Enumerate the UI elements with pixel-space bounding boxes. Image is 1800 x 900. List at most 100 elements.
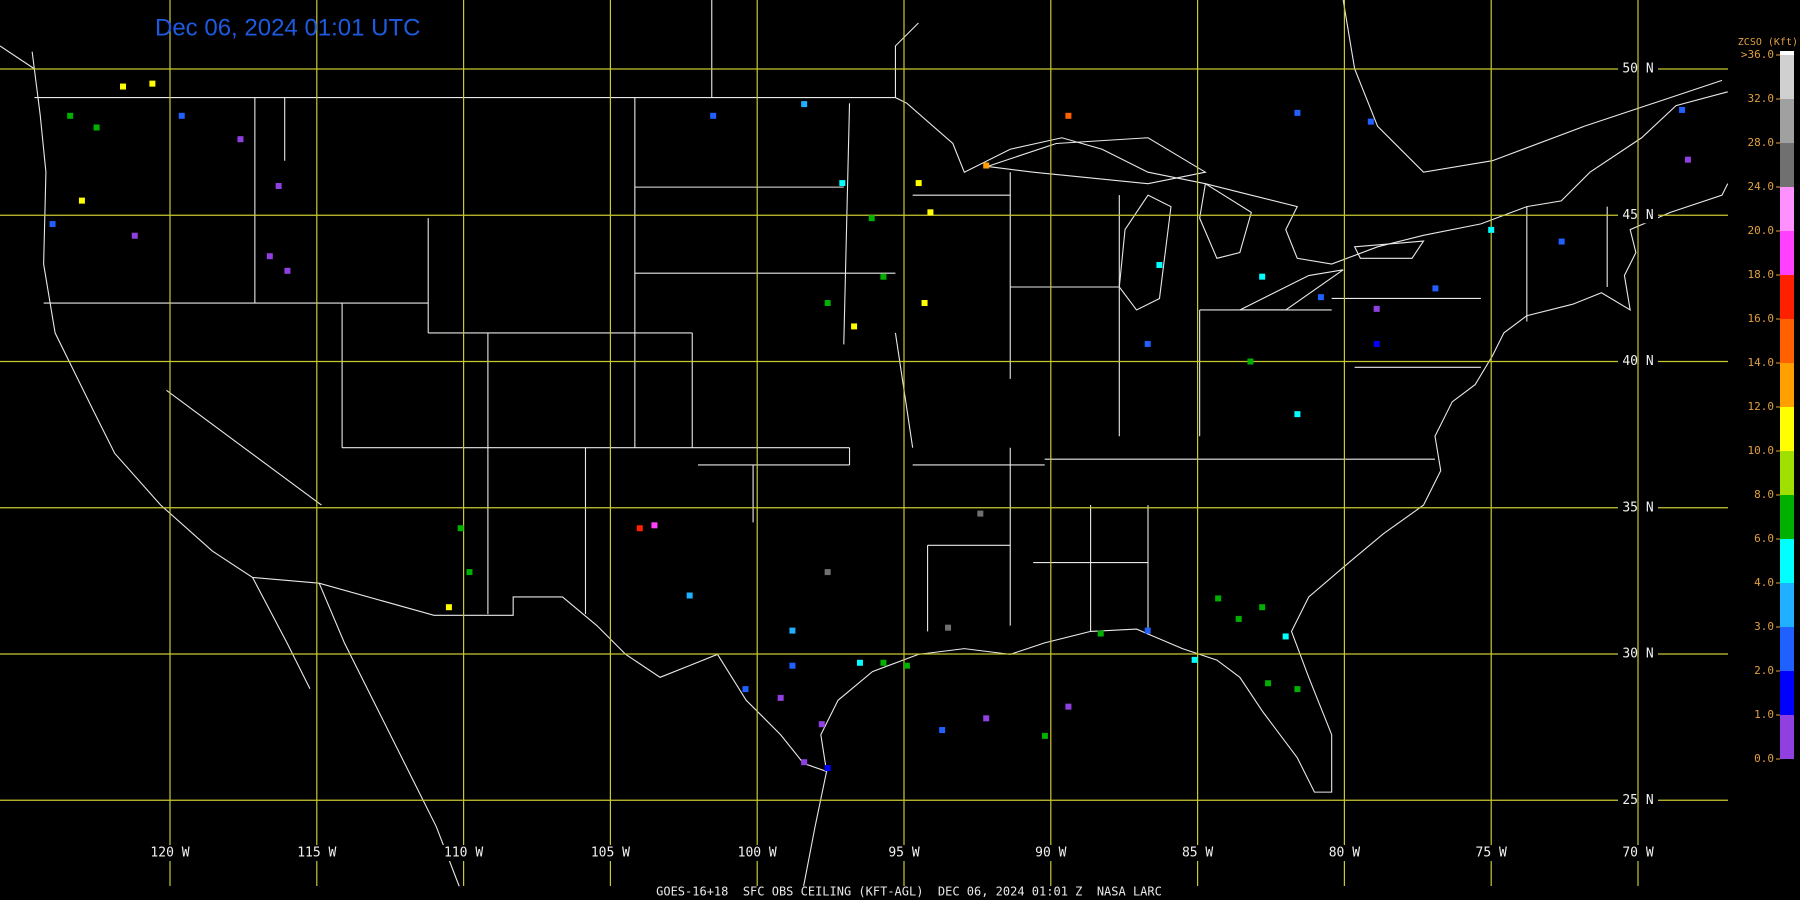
lon-label: 100 W <box>738 846 777 861</box>
legend-label: 8.0 <box>1754 488 1774 501</box>
footer-caption: GOES-16+18 SFC OBS CEILING (KFT-AGL) DEC… <box>656 885 1162 899</box>
station-obs <box>178 112 185 119</box>
station-obs <box>131 232 138 239</box>
station-obs <box>983 162 990 169</box>
legend-swatch <box>1780 319 1794 363</box>
legend-swatch <box>1780 671 1794 715</box>
station-obs <box>1215 595 1222 602</box>
station-obs <box>939 727 946 734</box>
legend-swatch <box>1780 231 1794 275</box>
station-obs <box>915 180 922 187</box>
label-bg <box>1465 845 1518 861</box>
station-obs <box>1373 305 1380 312</box>
station-obs <box>927 209 934 216</box>
legend-swatch <box>1780 99 1794 143</box>
station-obs <box>839 180 846 187</box>
title: Dec 06, 2024 01:01 UTC <box>155 14 421 41</box>
station-obs <box>1097 630 1104 637</box>
canada-lines <box>0 0 1722 172</box>
station-obs <box>651 522 658 529</box>
legend-label: 4.0 <box>1754 576 1774 589</box>
label-bg <box>437 845 490 861</box>
legend-swatch <box>1780 627 1794 671</box>
station-obs <box>1041 732 1048 739</box>
label-bg <box>1171 845 1224 861</box>
station-obs <box>868 215 875 222</box>
legend-title: ZCSO (Kft) <box>1738 37 1798 48</box>
mexico-coast <box>253 577 827 886</box>
lon-label: 115 W <box>297 846 336 861</box>
station-obs <box>945 624 952 631</box>
legend-label: 6.0 <box>1754 532 1774 545</box>
station-obs <box>457 525 464 532</box>
lon-label: 105 W <box>591 846 630 861</box>
legend-swatch <box>1780 55 1794 99</box>
station-obs <box>284 267 291 274</box>
border <box>34 92 1727 264</box>
lon-label: 85 W <box>1182 846 1213 861</box>
lon-label: 70 W <box>1622 846 1653 861</box>
label-bg <box>1612 845 1664 861</box>
station-obs <box>237 136 244 143</box>
lon-label: 110 W <box>444 846 483 861</box>
legend-swatch <box>1780 143 1794 187</box>
legend-swatch <box>1780 407 1794 451</box>
station-obs <box>266 253 273 260</box>
station-obs <box>1282 633 1289 640</box>
station-obs <box>1065 112 1072 119</box>
station-obs <box>921 300 928 306</box>
station-obs <box>1294 109 1301 116</box>
station-obs <box>801 101 808 108</box>
station-obs <box>818 721 825 728</box>
legend-label: 28.0 <box>1748 136 1775 149</box>
station-obs <box>636 525 643 532</box>
station-obs <box>851 323 858 330</box>
legend-label: 0.0 <box>1754 752 1774 765</box>
station-obs <box>1294 411 1301 418</box>
station-obs <box>880 659 887 666</box>
station-obs <box>1144 627 1151 634</box>
lake <box>1355 241 1424 258</box>
label-bg <box>1024 845 1077 861</box>
label-bg <box>144 845 196 861</box>
station-obs <box>1235 615 1242 622</box>
station-obs <box>983 715 990 722</box>
station-obs <box>903 662 910 669</box>
station-obs <box>1684 156 1691 163</box>
station-obs <box>1259 273 1266 280</box>
label-bg <box>878 845 930 861</box>
station-obs <box>824 569 831 576</box>
station-obs <box>1191 656 1198 663</box>
label-bg <box>584 845 637 861</box>
station-obs <box>1373 340 1380 347</box>
legend-label: 1.0 <box>1754 708 1774 721</box>
legend-label: 12.0 <box>1748 400 1775 413</box>
label-bg <box>731 845 784 861</box>
label-bg <box>290 845 343 861</box>
station-obs <box>466 569 473 576</box>
lon-label: 90 W <box>1035 846 1066 861</box>
station-obs <box>1367 118 1374 125</box>
legend-top <box>1780 51 1794 55</box>
station-obs <box>1144 340 1151 347</box>
station-obs <box>686 592 693 599</box>
legend-label: 14.0 <box>1748 356 1775 369</box>
station-obs <box>777 694 784 701</box>
station-obs <box>824 765 831 772</box>
lake <box>987 138 1205 184</box>
legend-swatch <box>1780 187 1794 231</box>
lake <box>1200 184 1252 259</box>
legend-label: 3.0 <box>1754 620 1774 633</box>
legend-label: 16.0 <box>1748 312 1775 325</box>
station-obs <box>78 197 85 204</box>
legend-label: 18.0 <box>1748 268 1775 281</box>
lon-label: 80 W <box>1329 846 1360 861</box>
station-obs <box>149 80 156 87</box>
legend-swatch <box>1780 275 1794 319</box>
station-obs <box>1294 686 1301 693</box>
station-obs <box>1156 261 1163 268</box>
station-obs <box>1065 703 1072 710</box>
legend-label: 32.0 <box>1748 92 1775 105</box>
